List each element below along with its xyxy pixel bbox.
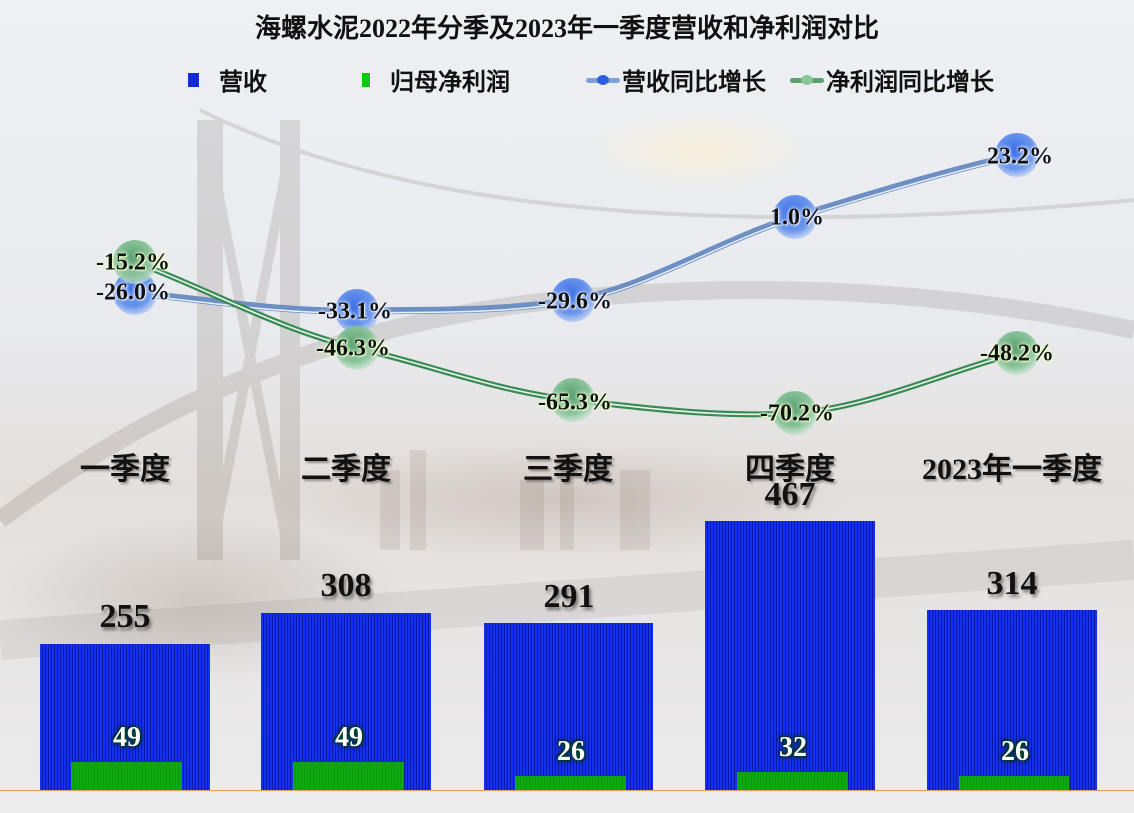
net-profit-bar [71, 762, 182, 790]
net-profit-value-label: 26 [1001, 736, 1029, 767]
net-profit-growth-label: -70.2% [760, 400, 834, 427]
net-profit-growth-marker [113, 240, 157, 284]
revenue-growth-marker [995, 133, 1039, 177]
revenue-bar [927, 610, 1097, 790]
net-profit-growth-label: -46.3% [316, 335, 390, 362]
legend-item-net-profit-growth[interactable]: 净利润同比增长 [790, 62, 994, 97]
legend-label: 净利润同比增长 [826, 70, 994, 96]
x-axis-baseline [0, 790, 1134, 791]
net-profit-growth-label: -65.3% [538, 389, 612, 416]
category-label: 二季度 [301, 453, 391, 486]
net-profit-bar [515, 776, 626, 790]
revenue-bar [705, 521, 875, 790]
revenue-swatch-icon [188, 72, 199, 87]
legend-label: 归母净利润 [390, 70, 510, 96]
revenue-growth-label: -33.1% [318, 298, 392, 325]
net-profit-value-label: 26 [557, 736, 585, 767]
revenue-growth-marker [113, 271, 157, 315]
legend-item-revenue-growth[interactable]: 营收同比增长 [586, 62, 766, 97]
category-label: 三季度 [523, 453, 613, 486]
category-label: 一季度 [80, 453, 170, 486]
revenue-value-label: 314 [986, 565, 1038, 602]
revenue-value-label: 308 [320, 567, 372, 604]
net-profit-bar [959, 776, 1069, 790]
revenue-bar [261, 613, 431, 790]
net-profit-growth-label: -15.2% [96, 249, 170, 276]
category-label: 四季度 [745, 453, 835, 486]
legend-label: 营收同比增长 [622, 70, 766, 96]
revenue-growth-label: -29.6% [538, 288, 612, 315]
net-profit-value-label: 32 [779, 732, 807, 763]
net-profit-growth-marker [995, 331, 1039, 375]
net-profit-growth-marker [335, 326, 379, 370]
legend-label: 营收 [219, 70, 267, 96]
net-profit-value-label: 49 [113, 722, 141, 753]
net-profit-swatch-icon [362, 72, 370, 87]
revenue-growth-label: 1.0% [770, 204, 824, 231]
legend-item-net-profit[interactable]: 归母净利润 [362, 62, 510, 97]
net-profit-bar [737, 772, 848, 790]
chart-title: 海螺水泥2022年分季及2023年一季度营收和净利润对比 [254, 14, 879, 43]
net-profit-growth-label: -48.2% [980, 340, 1054, 367]
revenue-growth-label: 23.2% [987, 143, 1053, 170]
revenue-growth-line-icon [586, 74, 620, 85]
net-profit-growth-marker [773, 391, 817, 435]
net-profit-growth-line [113, 240, 1039, 435]
revenue-growth-line [113, 133, 1039, 333]
revenue-value-label: 255 [99, 598, 151, 635]
revenue-growth-marker [773, 195, 817, 239]
revenue-value-label: 467 [764, 476, 816, 513]
category-label: 2023年一季度 [922, 453, 1102, 486]
chart-legend: 营收 归母净利润 营收同比增长 净利润同比增长 [0, 62, 1134, 96]
revenue-bar [484, 623, 653, 790]
net-profit-growth-marker [551, 378, 595, 422]
net-profit-growth-line-icon [790, 74, 824, 85]
net-profit-bar [293, 762, 404, 790]
revenue-growth-label: -26.0% [96, 279, 170, 306]
revenue-growth-marker [551, 278, 595, 322]
net-profit-value-label: 49 [335, 722, 363, 753]
revenue-growth-marker [335, 289, 379, 333]
revenue-value-label: 291 [543, 578, 595, 615]
legend-item-revenue[interactable]: 营收 [188, 62, 267, 97]
